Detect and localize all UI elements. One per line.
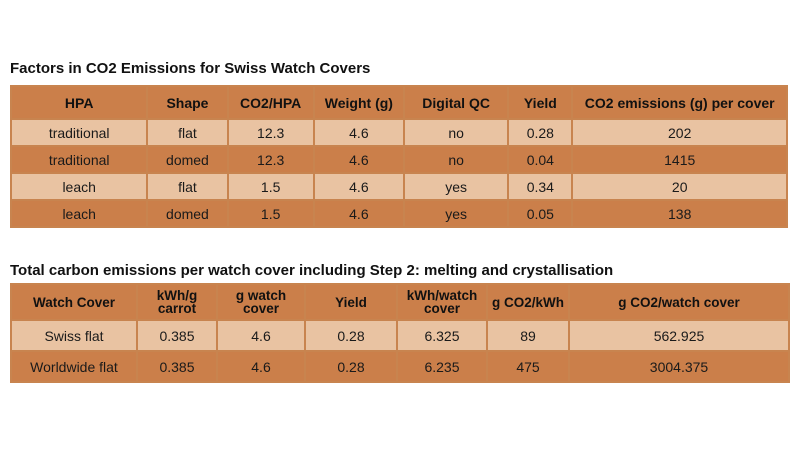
header-digital-qc: Digital QC xyxy=(404,87,508,118)
cell-kwh-per-g-carrot: 0.385 xyxy=(138,352,216,381)
cell-watch-cover: Worldwide flat xyxy=(12,352,136,381)
header-co2-per-cover: CO2 emissions (g) per cover xyxy=(573,87,786,118)
cell-co2-hpa: 1.5 xyxy=(228,201,313,226)
cell-co2-per-cover: 138 xyxy=(573,201,786,226)
cell-yield: 0.28 xyxy=(306,352,396,381)
cell-hpa: leach xyxy=(12,201,147,226)
cell-g-co2-per-kwh: 89 xyxy=(488,321,568,350)
cell-hpa: traditional xyxy=(12,147,147,172)
cell-co2-per-cover: 1415 xyxy=(573,147,786,172)
header-yield: Yield xyxy=(509,87,572,118)
total-emissions-table: Watch Cover kWh/g carrot g watch cover Y… xyxy=(10,283,790,383)
co2-factors-table: HPA Shape CO2/HPA Weight (g) Digital QC … xyxy=(10,85,788,228)
header-g-co2-per-watch-cover: g CO2/watch cover xyxy=(570,285,788,319)
cell-yield: 0.28 xyxy=(306,321,396,350)
table-row: traditional domed 12.3 4.6 no 0.04 1415 xyxy=(12,147,786,172)
cell-co2-per-cover: 20 xyxy=(573,174,786,199)
table-row: leach flat 1.5 4.6 yes 0.34 20 xyxy=(12,174,786,199)
table1-title: Factors in CO2 Emissions for Swiss Watch… xyxy=(10,60,371,77)
table-header-row: HPA Shape CO2/HPA Weight (g) Digital QC … xyxy=(12,87,786,118)
header-shape: Shape xyxy=(148,87,227,118)
cell-digital-qc: no xyxy=(404,147,508,172)
table2-title: Total carbon emissions per watch cover i… xyxy=(10,262,614,279)
table-row: Swiss flat 0.385 4.6 0.28 6.325 89 562.9… xyxy=(12,321,788,350)
cell-weight: 4.6 xyxy=(314,147,403,172)
cell-hpa: leach xyxy=(12,174,147,199)
cell-shape: flat xyxy=(148,174,227,199)
cell-co2-hpa: 1.5 xyxy=(228,174,313,199)
cell-co2-per-cover: 202 xyxy=(573,120,786,145)
cell-g-co2-per-kwh: 475 xyxy=(488,352,568,381)
header-co2-hpa: CO2/HPA xyxy=(228,87,313,118)
cell-shape: flat xyxy=(148,120,227,145)
header-yield: Yield xyxy=(306,285,396,319)
cell-kwh-per-g-carrot: 0.385 xyxy=(138,321,216,350)
header-watch-cover: Watch Cover xyxy=(12,285,136,319)
cell-yield: 0.28 xyxy=(509,120,572,145)
header-g-watch-cover: g watch cover xyxy=(218,285,304,319)
cell-yield: 0.04 xyxy=(509,147,572,172)
cell-weight: 4.6 xyxy=(314,120,403,145)
cell-g-watch-cover: 4.6 xyxy=(218,321,304,350)
header-g-co2-per-kwh: g CO2/kWh xyxy=(488,285,568,319)
cell-digital-qc: yes xyxy=(404,201,508,226)
header-kwh-per-watch-cover: kWh/watch cover xyxy=(398,285,486,319)
table-row: traditional flat 12.3 4.6 no 0.28 202 xyxy=(12,120,786,145)
cell-weight: 4.6 xyxy=(314,174,403,199)
table-row: Worldwide flat 0.385 4.6 0.28 6.235 475 … xyxy=(12,352,788,381)
cell-kwh-per-watch-cover: 6.325 xyxy=(398,321,486,350)
cell-yield: 0.05 xyxy=(509,201,572,226)
cell-co2-hpa: 12.3 xyxy=(228,147,313,172)
table-header-row: Watch Cover kWh/g carrot g watch cover Y… xyxy=(12,285,788,319)
cell-yield: 0.34 xyxy=(509,174,572,199)
cell-g-watch-cover: 4.6 xyxy=(218,352,304,381)
cell-shape: domed xyxy=(148,147,227,172)
cell-shape: domed xyxy=(148,201,227,226)
cell-digital-qc: yes xyxy=(404,174,508,199)
header-hpa: HPA xyxy=(12,87,147,118)
cell-digital-qc: no xyxy=(404,120,508,145)
header-weight: Weight (g) xyxy=(314,87,403,118)
cell-weight: 4.6 xyxy=(314,201,403,226)
cell-watch-cover: Swiss flat xyxy=(12,321,136,350)
header-kwh-per-g-carrot: kWh/g carrot xyxy=(138,285,216,319)
table-row: leach domed 1.5 4.6 yes 0.05 138 xyxy=(12,201,786,226)
cell-g-co2-per-watch-cover: 3004.375 xyxy=(570,352,788,381)
cell-kwh-per-watch-cover: 6.235 xyxy=(398,352,486,381)
cell-hpa: traditional xyxy=(12,120,147,145)
cell-g-co2-per-watch-cover: 562.925 xyxy=(570,321,788,350)
cell-co2-hpa: 12.3 xyxy=(228,120,313,145)
